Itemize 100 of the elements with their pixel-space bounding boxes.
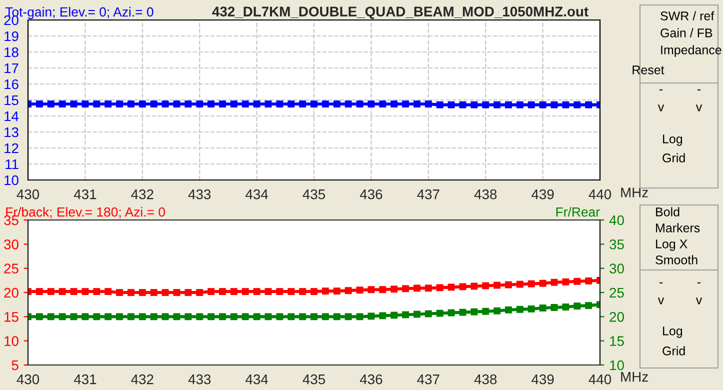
chart-title: 432_DL7KM_DOUBLE_QUAD_BEAM_MOD_1050MHZ.out [212,6,588,20]
x-tick-label: 430 [16,374,40,384]
point [196,289,204,296]
y2-tick-label: 30 [610,264,624,274]
point [516,280,524,288]
x-tick-label: 434 [246,374,268,384]
x-tick-label: 435 [302,374,326,384]
text: v [696,298,702,304]
point [82,313,89,320]
point [459,308,466,316]
point [242,313,249,320]
point [36,313,43,320]
point [539,304,546,312]
point [116,313,123,320]
x-tick-label: 434 [246,189,268,200]
y-tick-label: 15 [4,95,18,106]
point [379,312,386,320]
point [310,313,318,320]
point [322,313,329,320]
x-tick-label: 439 [532,374,554,384]
point [436,284,444,292]
y2-tick-label: 10 [610,360,624,370]
point [288,313,295,320]
point [470,308,478,316]
point [184,289,192,296]
text: SWR / ref [660,11,714,20]
point [253,313,260,320]
point [424,310,432,318]
point [379,286,386,294]
point [230,288,238,296]
x-tick-label: 433 [188,189,211,200]
point [82,288,89,296]
point [470,282,478,290]
x-tick-label: 437 [417,189,440,200]
y2-axis-title: Fr/Rear [556,206,600,217]
x-tick-label: 440 [588,374,612,384]
point [482,308,490,315]
y2-tick-label: 20 [610,312,624,322]
point [196,313,204,320]
point [390,312,398,319]
point [264,313,272,320]
point [276,288,284,296]
point [574,278,581,285]
x-tick-label: 431 [74,189,96,200]
point [585,302,592,310]
text: v [658,104,664,112]
y-tick-label: 19 [4,31,18,42]
point [448,284,455,291]
point [333,288,340,295]
point [58,288,66,296]
point [299,313,306,320]
point [127,313,134,320]
point [173,313,180,320]
x-tick-label: 438 [474,374,497,384]
point [276,313,284,320]
x-tick-label: 439 [532,189,554,200]
x-tick-label: 438 [474,189,497,200]
point [528,280,535,288]
point [184,313,192,320]
x-tick-label: 435 [302,189,326,200]
point [368,312,375,320]
point [93,288,100,296]
point [208,313,215,320]
x-tick-label: 440 [588,189,612,200]
text: Reset [632,66,664,74]
text: - [659,89,663,90]
y-tick-label: 13 [4,127,18,138]
text: Log [663,134,682,146]
y-tick-label: 14 [4,111,19,122]
text: Gain / FB [660,28,712,38]
x-tick-label: 436 [360,374,382,384]
x-axis-title: MHz [621,188,648,198]
point [494,282,501,289]
point [448,309,455,316]
point [264,288,272,296]
point [390,286,398,293]
text: Bold [656,207,680,216]
y2-tick-label: 25 [610,288,624,298]
point [138,313,146,320]
point [36,288,43,296]
point [550,304,558,311]
point [562,278,570,286]
point [516,306,524,313]
y-tick-label: 10 [4,336,18,346]
point [505,306,512,314]
point [162,313,169,320]
text: Grid [662,153,685,162]
x-tick-label: 431 [74,374,96,384]
x-tick-label: 433 [188,374,211,384]
point [58,313,66,320]
point [424,284,432,292]
text: - [697,89,701,90]
point [344,287,352,294]
point [585,277,592,284]
point [70,288,78,296]
point [494,307,501,314]
x-axis-title: MHz [621,372,648,382]
point [47,288,54,296]
y-tick-label: 12 [4,143,18,154]
y-tick-label: 10 [4,175,18,186]
